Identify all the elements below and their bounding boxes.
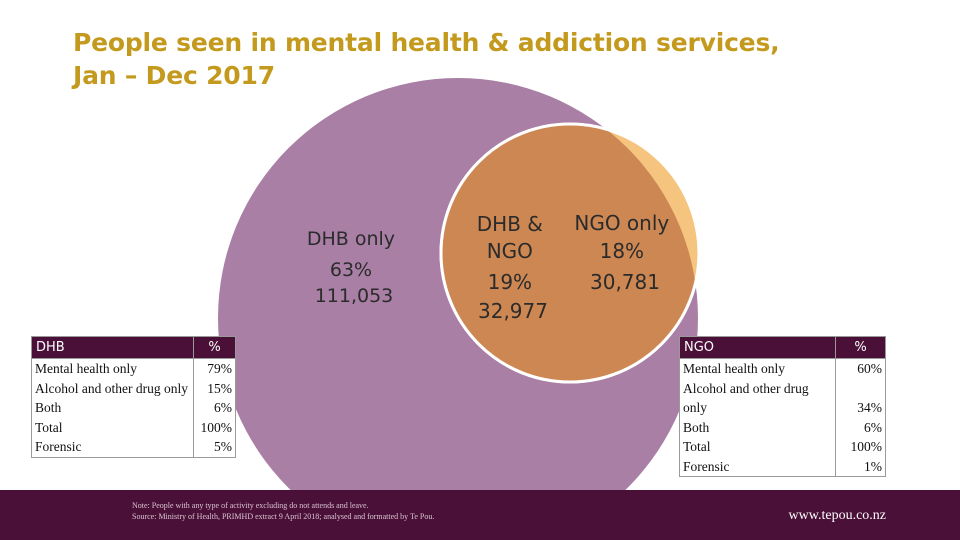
ngo-table-header-percent: % [835, 336, 886, 359]
row-value: 5% [193, 437, 236, 458]
dhb-table-header-percent: % [193, 336, 236, 359]
row-value: 60% [835, 358, 886, 379]
row-value: 34% [835, 378, 886, 418]
row-label: Both [679, 417, 836, 437]
overlap-name-1: DHB & [477, 212, 543, 236]
ngo-table: NGO % Mental health only 60% Alcohol and… [679, 336, 886, 477]
ngo-only-percent: 18% [600, 239, 644, 263]
row-label: Mental health only [679, 358, 836, 379]
table-row: Both 6% [31, 398, 236, 418]
dhb-only-percent: 63% [330, 259, 372, 281]
row-value: 100% [193, 417, 236, 437]
dhb-table-header: DHB % [31, 336, 236, 359]
table-row: Forensic 5% [31, 437, 236, 458]
chart-title: People seen in mental health & addiction… [73, 26, 873, 92]
dhb-only-count: 111,053 [315, 285, 394, 307]
table-row: Mental health only 60% [679, 358, 886, 379]
source-note: Note: People with any type of activity e… [132, 500, 434, 522]
note-line-2: Source: Ministry of Health, PRIMHD extra… [132, 512, 435, 521]
overlap-region [441, 124, 698, 382]
ngo-only-name: NGO only [574, 211, 669, 235]
row-label: Forensic [679, 456, 836, 477]
row-value: 1% [835, 456, 886, 477]
table-row: Mental health only 79% [31, 358, 236, 379]
row-label: Alcohol and other drug only [679, 378, 836, 418]
title-line-2: Jan – Dec 2017 [73, 61, 275, 90]
dhb-table: DHB % Mental health only 79% Alcohol and… [31, 336, 236, 458]
dhb-only-name: DHB only [307, 228, 395, 250]
row-label: Alcohol and other drug only [31, 378, 194, 398]
row-label: Total [679, 437, 836, 457]
ngo-table-header-name: NGO [679, 336, 836, 359]
dhb-table-header-name: DHB [31, 336, 194, 359]
footer-bar: Note: People with any type of activity e… [0, 490, 960, 540]
row-label: Mental health only [31, 358, 194, 379]
row-value: 6% [193, 398, 236, 418]
row-label: Both [31, 398, 194, 418]
overlap-label: DHB & NGO 19% 32,977 [477, 212, 549, 323]
ngo-only-label: NGO only 18% 30,781 [574, 211, 675, 294]
title-line-1: People seen in mental health & addiction… [73, 28, 780, 57]
row-value: 100% [835, 437, 886, 457]
table-row: Both 6% [679, 417, 886, 437]
row-label: Forensic [31, 437, 194, 458]
row-value: 79% [193, 358, 236, 379]
dhb-only-label: DHB only 63% 111,053 [307, 228, 401, 307]
overlap-name-2: NGO [487, 239, 533, 263]
note-line-1: Note: People with any type of activity e… [132, 501, 369, 510]
table-row: Total 100% [679, 437, 886, 457]
row-value: 15% [193, 378, 236, 398]
overlap-percent: 19% [488, 270, 532, 294]
overlap-count: 32,977 [478, 299, 548, 323]
table-row: Forensic 1% [679, 456, 886, 477]
table-row: Alcohol and other drug only 15% [31, 378, 236, 398]
table-row: Alcohol and other drug only 34% [679, 378, 886, 418]
table-row: Total 100% [31, 417, 236, 437]
ngo-outline [439, 122, 701, 384]
row-value: 6% [835, 417, 886, 437]
ngo-table-header: NGO % [679, 336, 886, 359]
ngo-only-count: 30,781 [590, 270, 660, 294]
row-label: Total [31, 417, 194, 437]
website-link[interactable]: www.tepou.co.nz [788, 508, 886, 523]
